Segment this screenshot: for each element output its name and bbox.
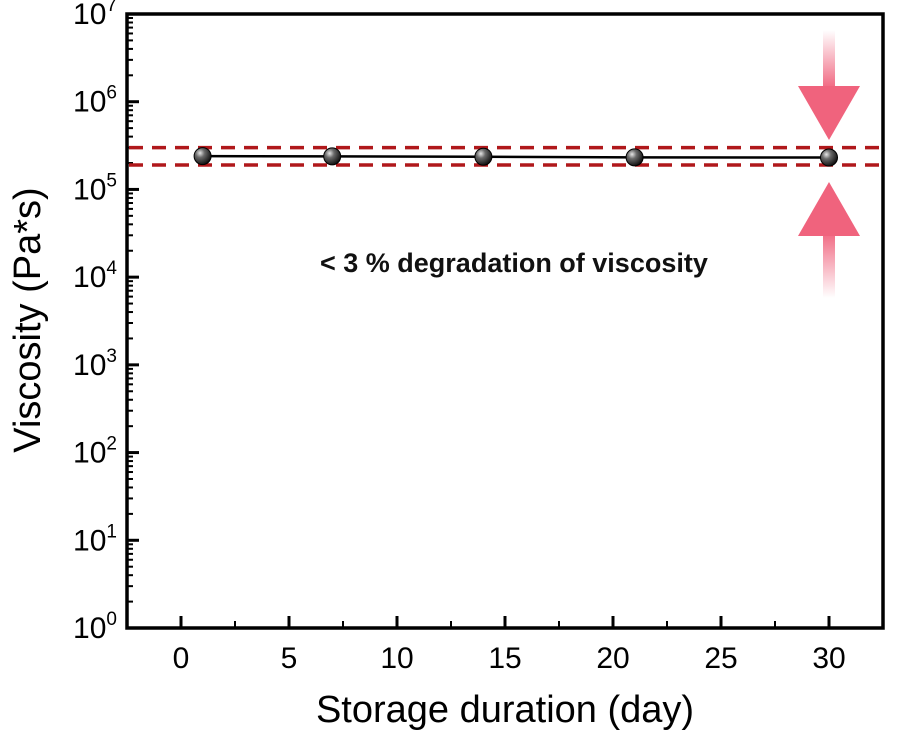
y-tick-base: 10: [73, 524, 106, 557]
data-point: [820, 148, 838, 167]
down-arrow-icon: [798, 30, 860, 140]
x-axis-title: Storage duration (day): [316, 689, 694, 731]
y-tick-label: 106: [73, 83, 117, 119]
y-tick-base: 10: [73, 349, 106, 382]
y-axis-title: Viscosity (Pa*s): [7, 187, 49, 452]
y-tick-label: 100: [73, 609, 117, 645]
y-tick-base: 10: [73, 261, 106, 294]
y-tick-label: 101: [73, 521, 117, 557]
y-tick-exponent: 6: [106, 83, 117, 104]
degradation-annotation: < 3 % degradation of viscosity: [320, 248, 708, 278]
x-tick-label: 5: [281, 642, 298, 675]
x-axis: 0 5 10 15 20 25 30: [173, 616, 846, 675]
y-tick-exponent: 3: [106, 346, 117, 367]
y-tick-label: 105: [73, 170, 117, 206]
y-tick-base: 10: [73, 437, 106, 470]
y-tick-exponent: 7: [106, 0, 117, 16]
y-tick-label: 103: [73, 346, 117, 382]
y-tick-base: 10: [73, 0, 106, 31]
y-tick-label: 102: [73, 434, 117, 470]
y-tick-exponent: 1: [106, 521, 117, 542]
y-tick-label: 107: [73, 0, 117, 31]
y-tick-exponent: 4: [106, 258, 117, 279]
y-tick-exponent: 2: [106, 434, 117, 455]
y-tick-label: 104: [73, 258, 117, 294]
series-group: [193, 147, 838, 167]
y-tick-exponent: 0: [106, 609, 117, 630]
data-point: [193, 147, 212, 166]
y-tick-base: 10: [73, 612, 106, 645]
y-tick-exponent: 5: [106, 170, 117, 191]
up-arrow-icon: [798, 182, 860, 298]
series-line: [202, 154, 830, 159]
convergence-arrows: [798, 30, 860, 298]
x-tick-label: 0: [173, 642, 190, 675]
x-tick-label: 25: [704, 642, 737, 675]
plot-frame: [125, 12, 885, 630]
data-point: [323, 147, 342, 166]
data-point: [474, 147, 493, 166]
data-point: [625, 148, 644, 167]
y-tick-base: 10: [73, 173, 106, 206]
x-tick-label: 20: [596, 642, 629, 675]
x-tick-label: 30: [812, 642, 845, 675]
x-tick-label: 15: [488, 642, 521, 675]
y-tick-base: 10: [73, 86, 106, 119]
x-tick-label: 10: [380, 642, 413, 675]
reference-lines: [129, 145, 881, 167]
